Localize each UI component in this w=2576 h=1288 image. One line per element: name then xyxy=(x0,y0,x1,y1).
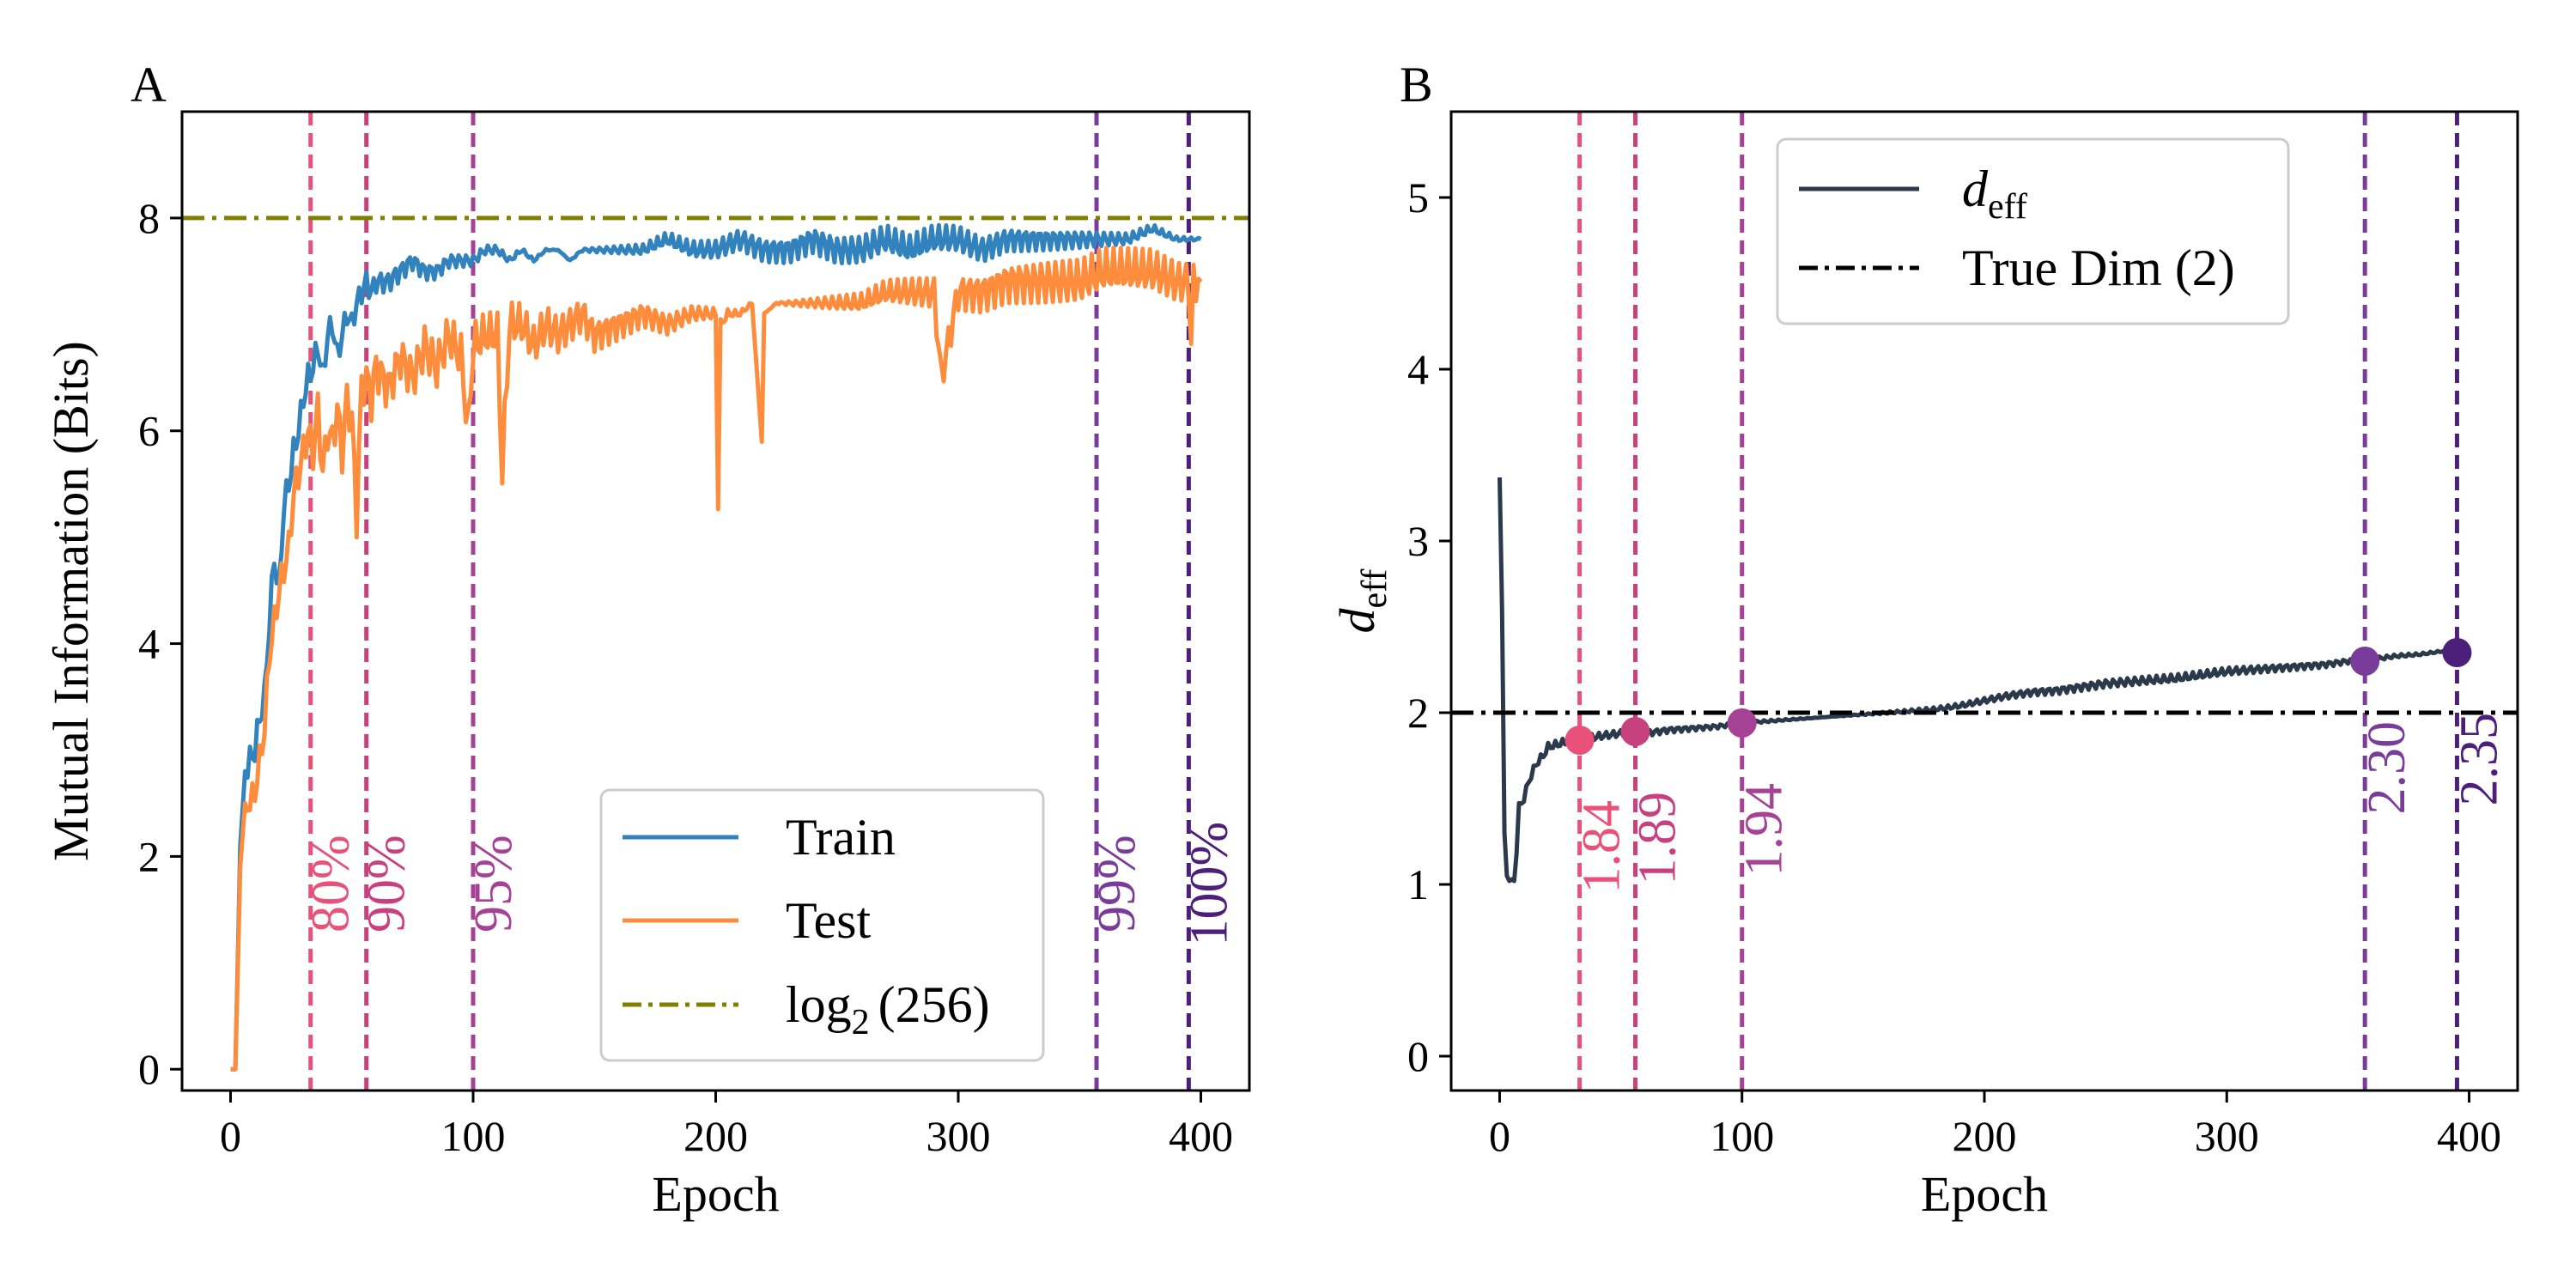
panel-letter: A xyxy=(131,57,167,112)
y-axis-label: Mutual Information (Bits) xyxy=(43,341,99,861)
x-tick-label: 100 xyxy=(1710,1112,1774,1160)
x-axis-label: Epoch xyxy=(652,1166,779,1222)
series-line xyxy=(1498,477,2458,884)
plot-area xyxy=(1451,112,2518,1091)
legend-label: deff xyxy=(1962,161,2027,227)
legend-label-sub: 2 xyxy=(852,1003,870,1042)
legend-label-main: d xyxy=(1962,161,1989,217)
vline-label: 1.89 xyxy=(1629,792,1687,885)
y-tick-label: 2 xyxy=(1407,689,1429,737)
vline-label: 2.35 xyxy=(2450,713,2508,806)
plot-area xyxy=(182,112,1249,1091)
legend-label: True Dim (2) xyxy=(1962,240,2235,296)
x-axis-label: Epoch xyxy=(1921,1166,2048,1222)
legend-box xyxy=(599,788,1045,1062)
x-tick-label: 300 xyxy=(2195,1112,2259,1160)
y-tick-label: 0 xyxy=(138,1045,160,1093)
data-point xyxy=(2442,638,2472,667)
panel-a: A 80%90% 95% 99% 100% 0 100 200 300 400 0 2 4 6 8 Epoch… xyxy=(43,57,1251,1222)
vline-label: 99% xyxy=(1088,835,1146,933)
y-tick-label: 4 xyxy=(138,620,160,668)
data-point xyxy=(2350,647,2380,676)
x-tick-label: 200 xyxy=(1953,1112,2017,1160)
x-tick-label: 0 xyxy=(220,1112,241,1160)
x-tick-label: 400 xyxy=(1169,1112,1233,1160)
vline-label: 80% xyxy=(302,835,361,933)
data-point xyxy=(1727,708,1757,738)
y-tick-label: 6 xyxy=(138,407,160,455)
y-tick-label: 1 xyxy=(1407,860,1429,908)
y-tick-label: 8 xyxy=(138,194,160,242)
x-tick-label: 200 xyxy=(683,1112,748,1160)
vline-label: 2.30 xyxy=(2358,721,2416,815)
legend-label: Train xyxy=(786,809,896,866)
panel-letter: B xyxy=(1400,57,1433,112)
legend-label-sub: eff xyxy=(1988,187,2027,227)
y-tick-label: 3 xyxy=(1407,517,1429,565)
vline-label: 1.84 xyxy=(1573,800,1631,894)
legend-label-main: log xyxy=(786,976,852,1033)
y-axis-label-main: d xyxy=(1329,607,1385,633)
series-line xyxy=(230,246,1203,1072)
data-point xyxy=(1564,726,1595,755)
x-tick-label: 300 xyxy=(927,1112,991,1160)
vline-label: 90% xyxy=(358,835,416,933)
legend-label: Test xyxy=(786,892,871,949)
y-axis-label-sub: eff xyxy=(1355,569,1394,609)
vline-label: 1.94 xyxy=(1735,783,1794,877)
y-tick-label: 0 xyxy=(1407,1032,1429,1080)
y-tick-label: 2 xyxy=(138,832,160,880)
legend-box xyxy=(1776,137,2290,325)
legend-label-arg: (256) xyxy=(878,976,990,1033)
y-tick-label: 4 xyxy=(1407,345,1429,393)
series-line xyxy=(230,222,1202,1072)
data-point xyxy=(1620,717,1650,746)
x-tick-label: 0 xyxy=(1489,1112,1510,1160)
x-tick-label: 100 xyxy=(441,1112,506,1160)
y-tick-label: 5 xyxy=(1407,173,1429,222)
legend-label: log2 (256) xyxy=(786,976,990,1042)
x-tick-label: 400 xyxy=(2437,1112,2501,1160)
y-axis-label: deff xyxy=(1329,569,1394,634)
panel-b: B 1.841.89 1.94 2.30 2.35 0 100 200 300 400 0 1 2 3 4 5… xyxy=(1329,57,2519,1222)
vline-label: 100% xyxy=(1180,822,1238,946)
vline-label: 95% xyxy=(465,835,523,933)
